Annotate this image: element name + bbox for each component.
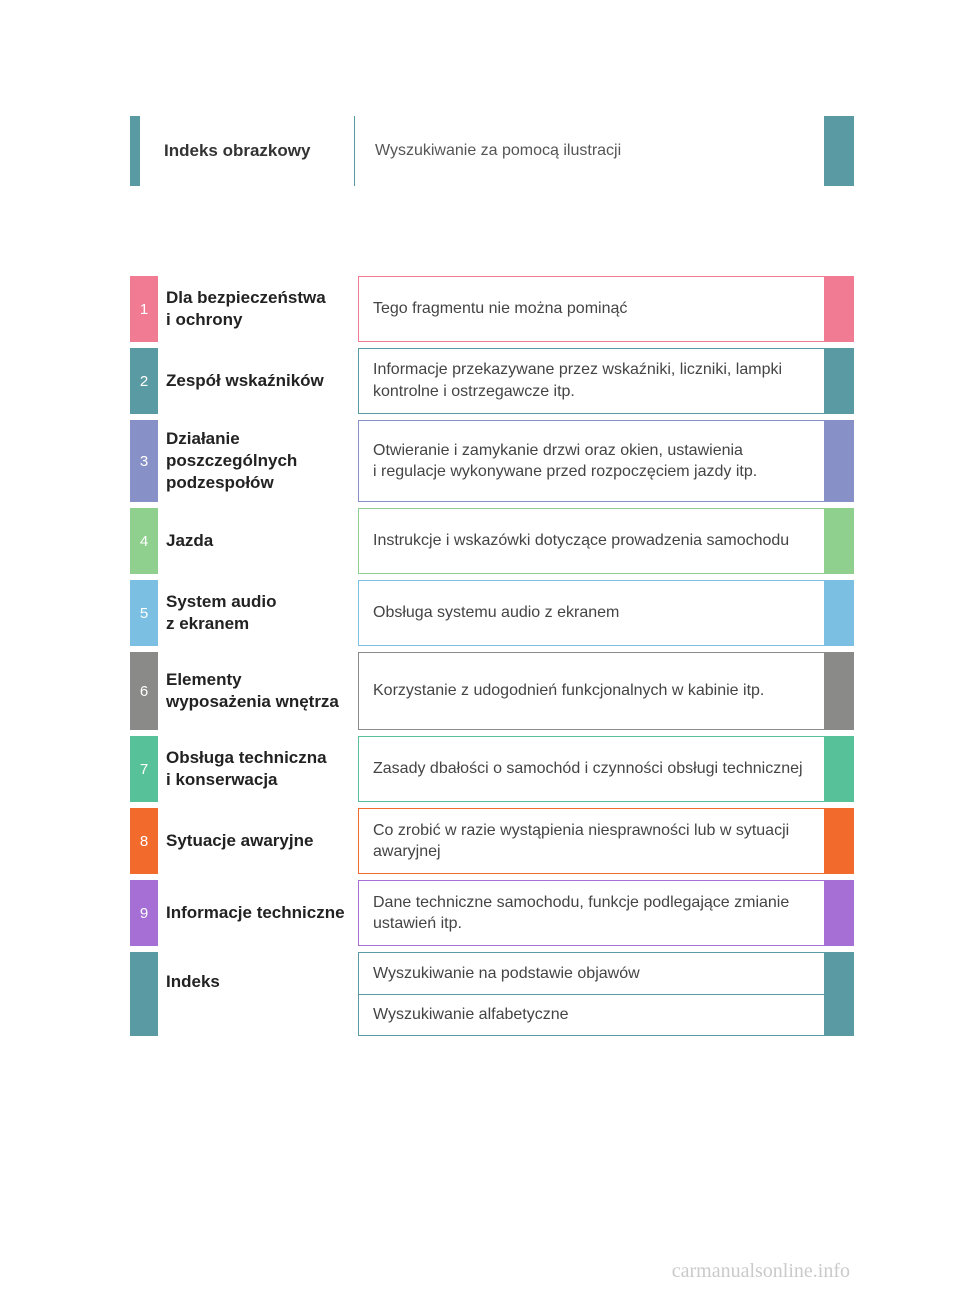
section-num-3: 3	[130, 420, 158, 502]
section-title-9: Informacje techniczne	[158, 880, 358, 946]
section-desc-2: Informacje przekazywane przez wskaźniki,…	[358, 348, 824, 414]
section-desc-8: Co zrobić w razie wystąpienia niesprawno…	[358, 808, 824, 874]
section-title-4: Jazda	[158, 508, 358, 574]
section-row-4[interactable]: 4 Jazda Instrukcje i wskazówki dotyczące…	[130, 508, 854, 574]
index-right-col	[824, 952, 854, 1036]
section-num-5: 5	[130, 580, 158, 646]
section-right-tab-3	[824, 420, 854, 502]
section-right-tab-9	[824, 880, 854, 946]
section-desc-7: Zasady dbałości o samochód i czynności o…	[358, 736, 824, 802]
header-desc: Wyszukiwanie za pomocą ilustracji	[355, 116, 824, 186]
section-desc-4: Instrukcje i wskazówki dotyczące prowadz…	[358, 508, 824, 574]
section-row-5[interactable]: 5 System audio z ekranem Obsługa systemu…	[130, 580, 854, 646]
watermark: carmanualsonline.info	[672, 1260, 850, 1283]
header-title: Indeks obrazkowy	[140, 116, 354, 186]
section-desc-5: Obsługa systemu audio z ekranem	[358, 580, 824, 646]
section-right-tab-8	[824, 808, 854, 874]
header-right-tab	[824, 116, 854, 186]
section-row-6[interactable]: 6 Elementy wyposażenia wnętrza Korzystan…	[130, 652, 854, 730]
section-right-tab-4	[824, 508, 854, 574]
index-right-2	[824, 994, 854, 1036]
index-desc-2[interactable]: Wyszukiwanie alfabetyczne	[358, 994, 824, 1037]
index-desc-col: Wyszukiwanie na podstawie objawów Wyszuk…	[358, 952, 824, 1036]
section-container: 1 Dla bezpieczeństwa i ochrony Tego frag…	[130, 276, 854, 1036]
section-num-7: 7	[130, 736, 158, 802]
section-desc-9: Dane techniczne samochodu, funkcje podle…	[358, 880, 824, 946]
section-row-3[interactable]: 3 Działanie poszczególnych podzespołów O…	[130, 420, 854, 502]
section-num-6: 6	[130, 652, 158, 730]
section-row-9[interactable]: 9 Informacje techniczne Dane techniczne …	[130, 880, 854, 946]
section-num-2: 2	[130, 348, 158, 414]
section-right-tab-7	[824, 736, 854, 802]
section-row-1[interactable]: 1 Dla bezpieczeństwa i ochrony Tego frag…	[130, 276, 854, 342]
header-left-tab	[130, 116, 140, 186]
section-num-8: 8	[130, 808, 158, 874]
section-title-1: Dla bezpieczeństwa i ochrony	[158, 276, 358, 342]
section-right-tab-2	[824, 348, 854, 414]
section-right-tab-5	[824, 580, 854, 646]
header-row: Indeks obrazkowy Wyszukiwanie za pomocą …	[130, 116, 854, 186]
index-desc-1[interactable]: Wyszukiwanie na podstawie objawów	[358, 952, 824, 994]
section-title-7: Obsługa techniczna i konserwacja	[158, 736, 358, 802]
section-title-5: System audio z ekranem	[158, 580, 358, 646]
index-left-tab	[130, 952, 158, 1036]
section-desc-6: Korzystanie z udogodnień funkcjonalnych …	[358, 652, 824, 730]
section-title-3: Działanie poszczególnych podzespołów	[158, 420, 358, 502]
section-row-7[interactable]: 7 Obsługa techniczna i konserwacja Zasad…	[130, 736, 854, 802]
section-num-4: 4	[130, 508, 158, 574]
section-desc-1: Tego fragmentu nie można pominąć	[358, 276, 824, 342]
section-title-6: Elementy wyposażenia wnętrza	[158, 652, 358, 730]
page: Indeks obrazkowy Wyszukiwanie za pomocą …	[0, 0, 960, 1313]
section-right-tab-6	[824, 652, 854, 730]
section-row-8[interactable]: 8 Sytuacje awaryjne Co zrobić w razie wy…	[130, 808, 854, 874]
index-right-1	[824, 952, 854, 994]
section-title-2: Zespół wskaźników	[158, 348, 358, 414]
section-title-8: Sytuacje awaryjne	[158, 808, 358, 874]
section-num-1: 1	[130, 276, 158, 342]
section-desc-3: Otwieranie i zamykanie drzwi oraz okien,…	[358, 420, 824, 502]
section-right-tab-1	[824, 276, 854, 342]
section-row-2[interactable]: 2 Zespół wskaźników Informacje przekazyw…	[130, 348, 854, 414]
index-title: Indeks	[158, 952, 358, 1036]
index-row[interactable]: Indeks Wyszukiwanie na podstawie objawów…	[130, 952, 854, 1036]
section-num-9: 9	[130, 880, 158, 946]
